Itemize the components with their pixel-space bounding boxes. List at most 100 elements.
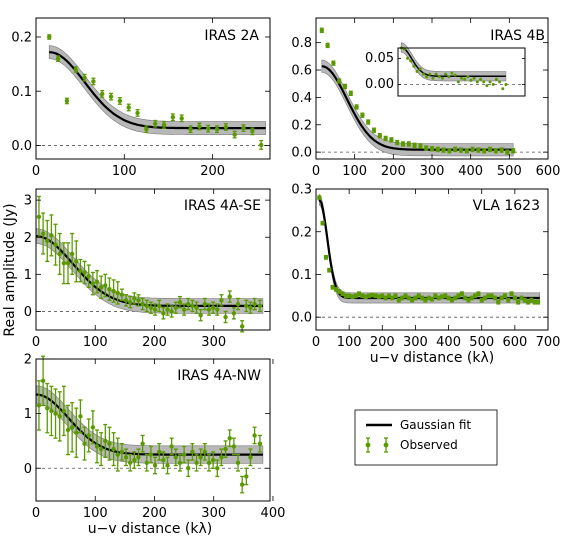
panel-title-iras-4a-nw: IRAS 4A-NW [177, 368, 261, 384]
legend-marker-dot [365, 442, 371, 448]
vla-1623-x-tick-label: 600 [502, 335, 527, 350]
iras-4a-nw-data-point [148, 452, 154, 457]
inset-data-point [431, 76, 435, 80]
inset-data-point [409, 59, 413, 63]
iras-2a-data-point [135, 110, 140, 116]
iras-4a-nw-data-point [86, 433, 91, 438]
legend-observed-label: Observed [400, 438, 458, 452]
vla-1623-data-point [393, 293, 398, 299]
vla-1623-x-tick-label: 300 [403, 335, 428, 350]
iras-4b-data-point [470, 147, 475, 152]
iras-4b-data-point [360, 112, 365, 118]
iras-4a-se-data-point [53, 242, 58, 247]
vla-1623-data-point [506, 297, 511, 303]
iras-4a-se-data-point [157, 303, 162, 309]
vla-1623-data-point [515, 300, 521, 305]
iras-4a-nw-data-point [140, 441, 145, 446]
iras-4a-nw-data-point [119, 449, 125, 455]
iras-2a-data-point [188, 126, 193, 132]
iras-4a-nw-data-point [194, 460, 199, 465]
iras-4a-nw-data-point [161, 457, 166, 463]
iras-4a-nw-data-point [57, 414, 62, 419]
iras-2a-data-point [153, 121, 158, 126]
inset-data-point [425, 75, 429, 79]
iras-4b-data-point [458, 147, 464, 153]
iras-4a-nw-data-point [65, 427, 71, 433]
iras-4b-data-point [482, 148, 487, 153]
inset-data-point [406, 56, 410, 60]
iras-4a-se-data-point [69, 251, 75, 257]
vla-1623-data-point [333, 287, 339, 292]
iras-4a-se-fit-curve [35, 235, 263, 307]
vla-1623-data-point [327, 267, 332, 273]
iras-4a-se-y-tick-label: 3 [24, 194, 32, 209]
inset-data-point [482, 80, 486, 84]
iras-2a-frame [35, 17, 271, 160]
iras-4a-nw-y-tick-label: 1 [24, 407, 32, 422]
iras-4b-data-point [377, 133, 382, 138]
iras-4a-se-data-point [177, 299, 183, 305]
iras-4b-x-tick-label: 300 [420, 164, 445, 179]
iras-4b-y-tick-label: 0.6 [291, 64, 312, 79]
vla-1623-data-point [413, 295, 418, 301]
iras-4a-nw-data-point [115, 452, 120, 457]
iras-4a-se-data-point [235, 301, 241, 307]
iras-4a-nw-data-point [69, 425, 75, 430]
iras-4b-data-point [354, 104, 359, 110]
inset-data-point [434, 72, 438, 76]
inset-data-point [494, 77, 498, 81]
iras-4a-nw-data-point [181, 452, 187, 457]
vla-1623-data-point [386, 293, 392, 299]
inset-data-point [488, 80, 492, 84]
vla-1623-data-point [476, 291, 481, 296]
iras-4a-se-data-point [103, 283, 108, 288]
iras-4b-data-point [319, 28, 324, 33]
vla-1623-data-point [479, 297, 484, 303]
iras-4a-se-data-point [40, 231, 46, 236]
iras-4a-nw-data-point [40, 378, 46, 384]
iras-4b-x-tick-label: 500 [497, 164, 522, 179]
iras-4a-se-data-point [186, 301, 191, 307]
iras-4a-se-data-point [198, 312, 203, 318]
iras-4b-y-tick-label: 0.8 [291, 36, 312, 51]
iras-2a-data-point [197, 124, 202, 129]
iras-4b-data-point [331, 60, 336, 66]
vla-1623-y-tick-label: 0.2 [291, 225, 312, 240]
iras-2a-x-tick-label: 100 [112, 164, 137, 179]
iras-4a-nw-data-point [202, 449, 208, 455]
iras-4a-nw-data-point [132, 457, 137, 463]
iras-4a-se-data-point [115, 290, 120, 296]
vla-1623-data-point [390, 295, 395, 301]
iras-4b-fit-curve [321, 65, 514, 151]
iras-4a-se-data-point [123, 298, 129, 303]
iras-4a-se-data-point [82, 270, 87, 275]
iras-4a-nw-data-point [244, 474, 249, 479]
vla-1623-data-point [320, 220, 325, 226]
iras-4a-nw-data-point [152, 463, 158, 468]
vla-1623-data-point [399, 295, 405, 301]
iras-4a-se-data-point [78, 268, 83, 273]
vla-1623-data-point [380, 293, 385, 299]
iras-4a-se-data-point [244, 303, 249, 309]
iras-4a-se-data-point [90, 281, 96, 286]
iras-4a-nw-y-tick-label: 0 [24, 462, 32, 477]
iras-4a-nw-data-point [127, 460, 133, 465]
panel-title-iras-2a: IRAS 2A [204, 28, 259, 44]
iras-4b-x-tick-label: 0 [312, 164, 320, 179]
inset-data-point [437, 75, 441, 79]
y-axis-title: Real amplitude (Jy) [2, 203, 18, 336]
iras-4a-se-data-point [49, 233, 54, 238]
inset-data-point [450, 71, 454, 75]
vla-1623-data-point [323, 255, 329, 260]
inset-data-point [440, 76, 444, 80]
vla-1623-data-point [496, 300, 501, 305]
iras-4b-data-point [400, 141, 406, 147]
vla-1623-data-point [492, 295, 498, 301]
iras-4a-nw-y-tick-label: 2 [24, 353, 32, 368]
iras-4a-nw-data-point [123, 455, 129, 460]
vla-1623-data-point [426, 295, 431, 301]
iras-2a-data-point [117, 98, 123, 104]
iras-4a-se-data-point [257, 303, 263, 309]
iras-2a-data-point [232, 132, 237, 137]
iras-2a-data-point [214, 126, 220, 132]
